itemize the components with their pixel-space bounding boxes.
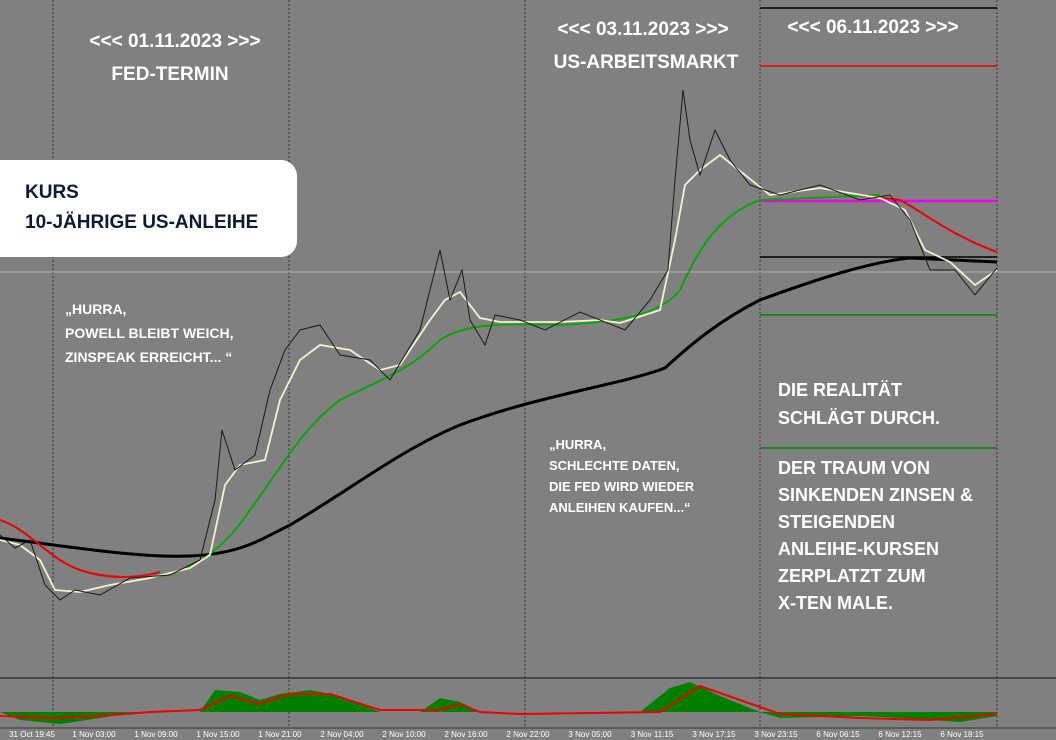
- levels: [760, 7, 997, 449]
- quote: „HURRA,: [65, 301, 126, 317]
- indicators: [0, 89, 998, 601]
- note: DIE REALITÄT: [778, 380, 902, 400]
- quote: DIE FED WIRD WIEDER: [549, 479, 695, 494]
- x-tick-label: 1 Nov 03:00: [72, 730, 116, 739]
- quote: ZINSPEAK ERREICHT... “: [65, 349, 232, 365]
- quote: SCHLECHTE DATEN,: [549, 458, 679, 473]
- box-text: KURS: [25, 182, 79, 203]
- quote: ANLEIHEN KAUFEN...“: [549, 500, 691, 515]
- event-label: FED-TERMIN: [111, 64, 228, 85]
- x-tick-label: 6 Nov 18:15: [940, 730, 984, 739]
- note: DER TRAUM VON: [778, 458, 930, 478]
- x-tick-label: 2 Nov 04:00: [320, 730, 364, 739]
- note: SINKENDEN ZINSEN &: [778, 485, 973, 505]
- x-tick-label: 3 Nov 05:00: [568, 730, 612, 739]
- x-tick-label: 2 Nov 22:00: [506, 730, 550, 739]
- note: X-TEN MALE.: [778, 593, 893, 613]
- note: STEIGENDEN: [778, 512, 895, 532]
- x-tick-label: 3 Nov 11:15: [631, 730, 674, 739]
- x-tick-label: 1 Nov 09:00: [134, 730, 178, 739]
- event-label: US-ARBEITSMARKT: [554, 52, 739, 73]
- x-tick-label: 1 Nov 21:00: [258, 730, 302, 739]
- quote: „HURRA,: [549, 437, 606, 452]
- date-label: <<< 06.11.2023 >>>: [787, 17, 958, 38]
- date-label: <<< 01.11.2023 >>>: [89, 31, 260, 52]
- oscillator: [0, 682, 998, 724]
- x-tick-label: 2 Nov 16:00: [444, 730, 488, 739]
- x-tick-label: 6 Nov 06:15: [816, 730, 860, 739]
- note: SCHLÄGT DURCH.: [778, 408, 940, 428]
- note: ANLEIHE-KURSEN: [778, 539, 939, 559]
- title-box: [0, 160, 297, 257]
- box-text: 10-JÄHRIGE US-ANLEIHE: [25, 212, 258, 233]
- x-tick-label: 6 Nov 12:15: [878, 730, 922, 739]
- x-tick-label: 31 Oct 19:45: [9, 730, 55, 739]
- note: ZERPLATZT ZUM: [778, 566, 926, 586]
- x-tick-label: 3 Nov 23:15: [754, 730, 798, 739]
- x-tick-label: 1 Nov 15:00: [196, 730, 240, 739]
- x-tick-label: 2 Nov 10:00: [382, 730, 426, 739]
- x-tick-label: 3 Nov 17:15: [692, 730, 736, 739]
- date-label: <<< 03.11.2023 >>>: [557, 19, 728, 40]
- quote: POWELL BLEIBT WEICH,: [65, 325, 234, 341]
